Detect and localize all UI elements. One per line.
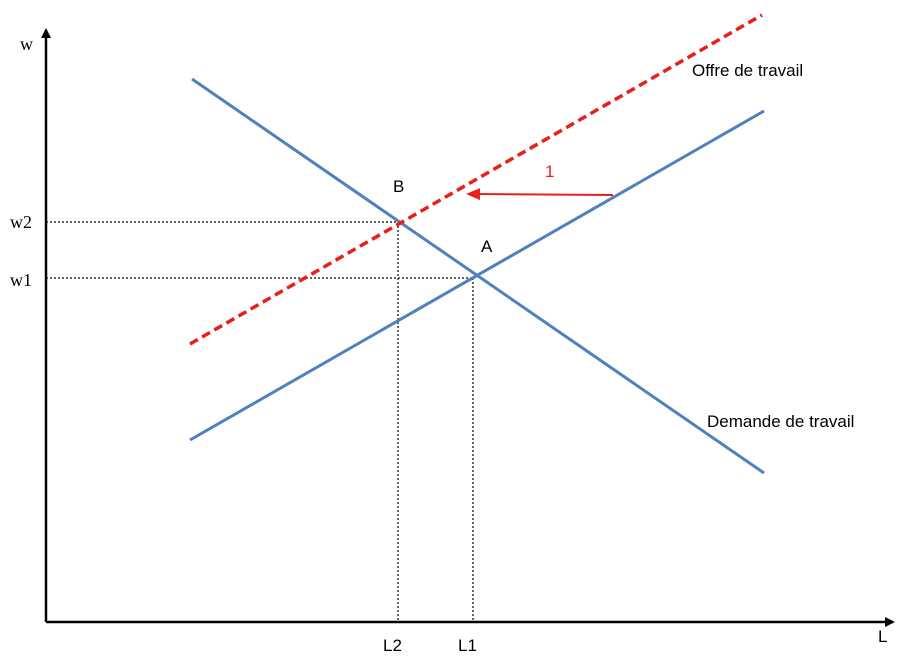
y-axis-label: w — [20, 34, 33, 54]
point-label-B: B — [393, 177, 404, 196]
supply-curve-label: Offre de travail — [692, 61, 803, 80]
point-label-A: A — [481, 237, 493, 256]
demand-curve — [191, 77, 765, 475]
shift-arrow — [466, 188, 614, 201]
y-tick-w2: w2 — [10, 212, 32, 232]
shift-arrow-label: 1 — [545, 162, 554, 181]
y-tick-w1: w1 — [10, 270, 32, 290]
x-axis-label: L — [878, 627, 887, 646]
x-tick-L1: L1 — [458, 636, 477, 655]
demand-curve-label: Demande de travail — [707, 412, 854, 431]
x-tick-L2: L2 — [383, 636, 402, 655]
supply-curve-shifted — [189, 13, 763, 346]
